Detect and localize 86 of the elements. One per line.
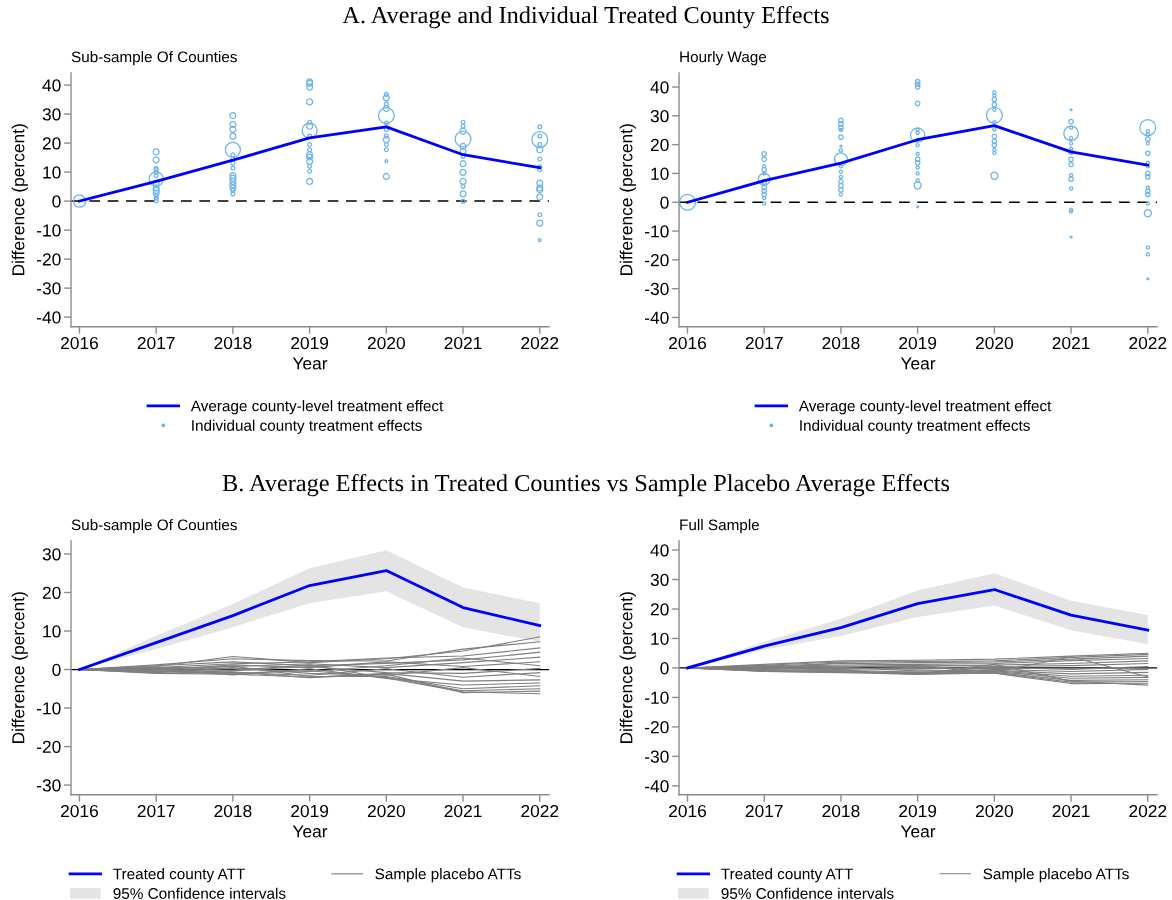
legend-label: Average county-level treatment effect — [190, 400, 444, 415]
y-tick-label: 0 — [52, 195, 61, 208]
y-tick-label: -20 — [36, 253, 61, 266]
y-tick-label: 30 — [42, 548, 61, 561]
x-tick-label: 2020 — [367, 336, 405, 350]
x-tick-label: 2022 — [1129, 804, 1167, 818]
y-tick-label: -10 — [645, 225, 669, 238]
x-tick-label: 2017 — [745, 804, 783, 818]
y-tick-label: 40 — [42, 79, 61, 92]
legend-label: Sample placebo ATTs — [375, 868, 521, 883]
x-tick-label: 2022 — [521, 336, 559, 350]
y-tick-label: 20 — [650, 138, 669, 152]
y-tick-label: -20 — [645, 721, 669, 734]
y-tick-label: -10 — [36, 224, 61, 237]
x-tick-label: 2018 — [214, 804, 252, 818]
chart-subtitle: Sub-sample Of Counties — [71, 51, 237, 66]
x-tick-label: 2016 — [61, 804, 99, 818]
legend-label: Individual county treatment effects — [192, 419, 422, 434]
x-axis-title: Year — [900, 825, 936, 838]
y-tick-label: 30 — [650, 109, 669, 123]
y-tick-label: 40 — [650, 81, 669, 94]
y-tick-label: -30 — [36, 282, 61, 295]
x-tick-label: 2021 — [1052, 336, 1090, 350]
y-tick-label: -20 — [645, 254, 669, 267]
x-tick-label: 2022 — [1129, 336, 1167, 350]
x-tick-label: 2019 — [899, 336, 937, 350]
x-tick-label: 2017 — [745, 336, 783, 350]
chart-subtitle: Full Sample — [680, 519, 760, 534]
y-tick-label: -40 — [36, 311, 61, 324]
x-tick-label: 2018 — [822, 804, 860, 818]
y-tick-label: -10 — [645, 691, 669, 704]
x-tick-label: 2021 — [444, 804, 482, 818]
y-axis-title: Difference (percent) — [619, 592, 636, 743]
legend-label: 95% Confidence intervals — [721, 887, 894, 899]
legend-label: Sample placebo ATTs — [983, 868, 1129, 883]
x-tick-label: 2019 — [899, 804, 937, 818]
x-axis-title: Year — [292, 825, 328, 838]
y-tick-label: 20 — [650, 603, 669, 616]
legend-label: Average county-level treatment effect — [798, 400, 1052, 415]
y-tick-label: -40 — [645, 780, 669, 793]
y-tick-label: -10 — [36, 702, 61, 715]
legend-label: 95% Confidence intervals — [113, 887, 286, 899]
x-tick-label: 2016 — [669, 336, 707, 350]
y-tick-label: 30 — [650, 573, 669, 586]
y-axis-title: Difference (percent) — [11, 592, 28, 743]
y-axis-title: Difference (percent) — [11, 124, 28, 275]
x-tick-label: 2017 — [137, 336, 175, 350]
x-tick-label: 2016 — [61, 336, 99, 350]
chart-subtitle: Sub-sample Of Counties — [71, 519, 237, 534]
y-tick-label: 0 — [52, 663, 61, 676]
x-tick-label: 2018 — [822, 336, 860, 350]
x-tick-label: 2017 — [137, 804, 175, 818]
y-tick-label: 10 — [43, 166, 61, 179]
x-tick-label: 2019 — [291, 804, 329, 818]
y-tick-label: 10 — [43, 625, 61, 638]
x-axis-title: Year — [900, 357, 936, 370]
legend-label: Treated county ATT — [721, 868, 853, 883]
x-tick-label: 2021 — [1052, 804, 1090, 818]
y-tick-label: 0 — [660, 662, 669, 675]
x-tick-label: 2020 — [975, 804, 1013, 818]
x-tick-label: 2019 — [291, 336, 329, 350]
y-tick-label: -30 — [645, 282, 669, 296]
y-tick-label: 0 — [660, 196, 669, 209]
x-tick-label: 2020 — [367, 804, 405, 818]
x-tick-label: 2018 — [214, 336, 252, 350]
chart-title: A. Average and Individual Treated County Effects — [342, 5, 829, 29]
legend-label: Individual county treatment effects — [800, 419, 1030, 434]
x-tick-label: 2021 — [444, 336, 482, 350]
x-tick-label: 2020 — [975, 336, 1013, 350]
chart-subtitle: Hourly Wage — [680, 51, 767, 66]
y-tick-label: 20 — [42, 586, 61, 599]
y-tick-label: -30 — [36, 779, 61, 792]
y-tick-label: 10 — [651, 632, 669, 645]
y-tick-label: 10 — [651, 167, 669, 180]
chart-title: B. Average Effects in Treated Counties vs Sample Placebo Average Effects — [222, 473, 950, 497]
y-tick-label: -30 — [645, 750, 669, 763]
y-tick-label: -20 — [36, 740, 61, 754]
x-tick-label: 2016 — [669, 804, 707, 818]
y-tick-label: 20 — [42, 137, 61, 150]
y-tick-label: 40 — [650, 544, 669, 557]
legend-label: Treated county ATT — [113, 868, 245, 883]
x-tick-label: 2022 — [521, 804, 559, 818]
y-axis-title: Difference (percent) — [619, 124, 636, 275]
y-tick-label: -40 — [645, 311, 669, 324]
x-axis-title: Year — [292, 357, 328, 370]
y-tick-label: 30 — [42, 108, 61, 121]
